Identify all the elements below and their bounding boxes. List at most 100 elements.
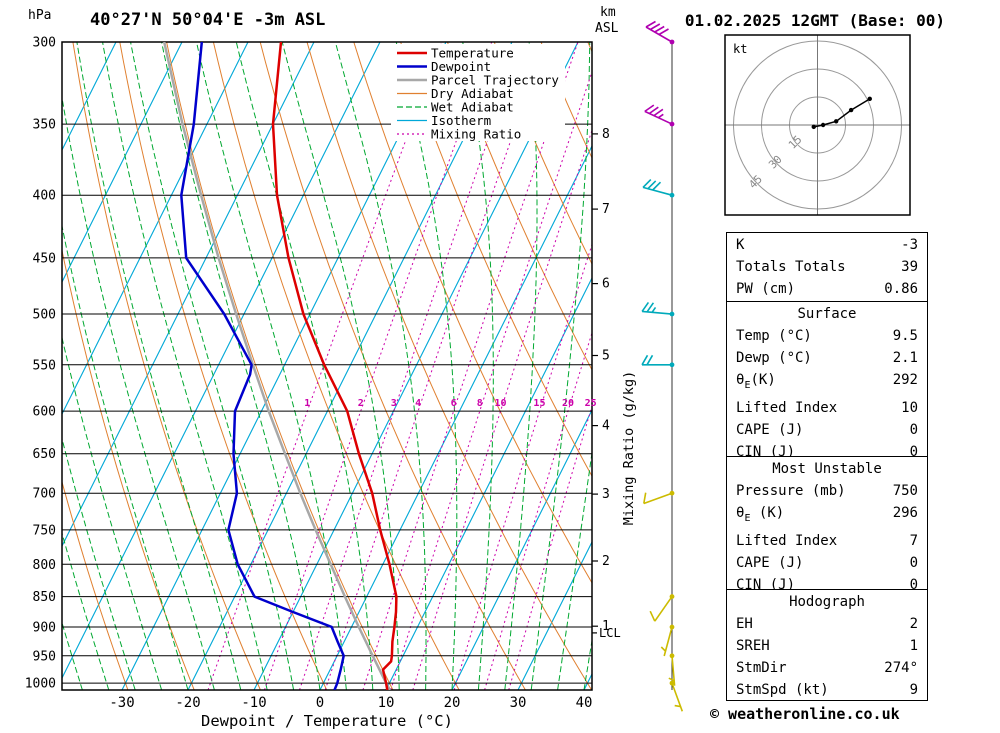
isotherm-line <box>385 276 592 690</box>
temperature-tick-label: 20 <box>444 695 461 711</box>
hodograph-ring-label: 15 <box>786 133 805 152</box>
table-section-title: Most Unstable <box>772 461 882 477</box>
lcl-label: LCL <box>599 626 621 640</box>
legend-label: Parcel Trajectory <box>431 73 559 88</box>
wind-barb <box>644 104 675 127</box>
hodograph-trace-point <box>867 96 872 102</box>
wet-adiabat-line <box>62 335 163 690</box>
temperature-tick-label: 40 <box>576 695 593 711</box>
legend-label: Dewpoint <box>431 59 491 74</box>
wind-barb-feather <box>643 492 647 504</box>
isotherm-line <box>451 408 592 690</box>
row-value: 9.5 <box>892 328 918 344</box>
table-row: EH 2 <box>727 613 927 635</box>
dry-adiabat-line <box>119 42 328 690</box>
isotherm-line <box>62 42 249 416</box>
wet-adiabat-line <box>102 42 268 690</box>
row-value: 9 <box>909 682 918 698</box>
wet-adiabat-line <box>0 42 3 690</box>
row-label: Totals Totals <box>736 259 846 275</box>
pressure-tick-label: 600 <box>33 405 56 420</box>
wind-barb-staff <box>654 596 673 622</box>
sounding-curves <box>162 42 398 690</box>
isotherm-line <box>253 42 579 690</box>
temperature-tick-label: -20 <box>175 695 200 711</box>
mixing-ratio-value-label: 25 <box>585 398 597 409</box>
row-label: Pressure (mb) <box>736 483 846 499</box>
table-row: Totals Totals 39 <box>727 256 927 278</box>
table-section-title: Hodograph <box>789 594 865 610</box>
table-section-title: Surface <box>797 306 857 322</box>
indices-table: K -3 Totals Totals 39 PW (cm) 0.86 <box>726 232 928 302</box>
table-row: CAPE (J) 0 <box>727 419 927 441</box>
isotherm-line <box>319 144 592 690</box>
row-label: θE (K) <box>736 505 785 524</box>
isotherm-line <box>62 42 315 548</box>
wind-barb-feather <box>642 179 652 188</box>
wind-barb <box>641 354 675 368</box>
dry-adiabat-line <box>681 42 705 690</box>
km-tick-label: 2 <box>602 554 610 569</box>
wet-adiabat-line <box>557 449 592 690</box>
surface-table: Surface Temp (°C) 9.5 Dewp (°C) 2.1 θE(K) 292 L… <box>726 301 928 457</box>
wind-barb <box>645 20 675 45</box>
mixing-ratio-value-label: 6 <box>451 398 457 409</box>
hodograph-table: Hodograph EH 2 SREH 1 StmDir 274° StmSpd (kt) 9 <box>726 589 928 701</box>
wind-barb-feather <box>668 677 675 682</box>
dry-adiabat-line <box>306 42 592 690</box>
wind-barb-feather <box>658 28 669 36</box>
mixing-ratio-value-label: 2 <box>358 398 364 409</box>
legend-background <box>391 44 565 141</box>
km-tick-label: 6 <box>602 277 610 292</box>
wet-adiabat-line <box>395 42 458 690</box>
row-label: EH <box>736 616 753 632</box>
wind-barb-feather <box>641 354 649 366</box>
temperature-tick-label: -30 <box>109 695 134 711</box>
wind-barb-staff <box>663 626 673 657</box>
dry-adiabat-line <box>540 42 592 160</box>
hodograph-trace <box>811 96 872 130</box>
wind-barb-staff <box>643 492 673 505</box>
table-row: CIN (J) 0 <box>727 441 927 456</box>
skewt-background-lines <box>0 42 705 690</box>
table-row: PW (cm) 0.86 <box>727 278 927 300</box>
pressure-tick-label: 650 <box>33 447 56 462</box>
pressure-tick-label: 400 <box>33 189 56 204</box>
row-value: 296 <box>892 505 918 521</box>
isotherm-line <box>121 42 447 690</box>
wet-adiabat-line <box>62 223 189 690</box>
row-label: Temp (°C) <box>736 328 812 344</box>
wet-adiabat-line <box>76 42 242 690</box>
wind-barb-feather <box>641 301 650 312</box>
wind-barb <box>668 653 676 686</box>
hodograph-trace-point <box>820 122 826 128</box>
dry-adiabat-line <box>62 480 129 690</box>
dry-adiabat-line <box>493 42 592 266</box>
pressure-tick-label: 750 <box>33 523 56 538</box>
hodograph-trace-point <box>833 119 839 124</box>
wet-adiabat-line <box>196 42 347 690</box>
table-row: CAPE (J) 0 <box>727 552 927 574</box>
wind-barb-staff <box>671 682 684 712</box>
isotherm-line <box>62 42 183 284</box>
axis-labels: 3003504004505005506006507007508008509009… <box>25 36 637 731</box>
wet-adiabat-line <box>161 42 321 690</box>
hodograph-unit-label: kt <box>733 42 747 56</box>
mixing-ratio-value-label: 4 <box>415 398 421 409</box>
wind-barb-feather <box>648 106 659 115</box>
row-label: PW (cm) <box>736 281 796 297</box>
table-row: Dewp (°C) 2.1 <box>727 347 927 369</box>
table-row: StmDir 274° <box>727 657 927 679</box>
km-tick-label: 5 <box>602 348 610 363</box>
km-tick-label: 7 <box>602 202 610 217</box>
wind-barb-feather <box>651 306 657 313</box>
legend-label: Temperature <box>431 46 514 61</box>
row-value: 10 <box>901 399 918 416</box>
wind-barb-feather <box>653 108 664 117</box>
row-value: -3 <box>901 237 918 253</box>
row-label: CAPE (J) <box>736 421 804 438</box>
row-label: Lifted Index <box>736 532 838 549</box>
station-title: 40°27'N 50°04'E -3m ASL <box>90 10 326 30</box>
row-value: 2 <box>909 616 918 632</box>
